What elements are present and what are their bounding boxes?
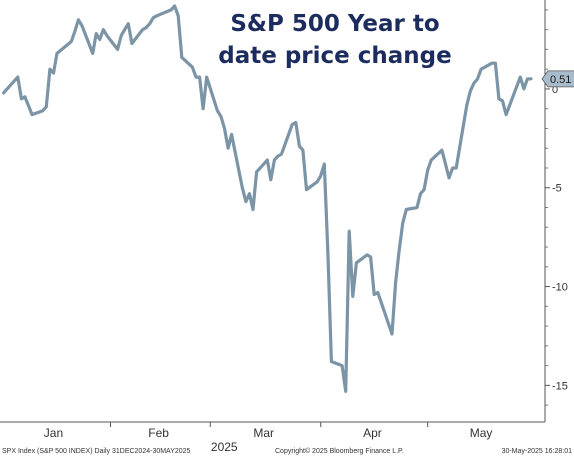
footer-timestamp: 30-May-2025 16:28:01 <box>501 448 572 455</box>
x-tick-label: Mar <box>253 426 274 440</box>
y-tick-label: -5 <box>552 183 562 195</box>
series-line <box>1 4 533 393</box>
x-tick-label: Jan <box>44 426 63 440</box>
last-value-badge <box>541 70 574 88</box>
y-tick-label: -15 <box>552 380 568 392</box>
x-tick-label: Feb <box>148 426 169 440</box>
footer-copyright: Copyright© 2025 Bloomberg Finance L.P. <box>275 448 404 455</box>
x-tick-label: May <box>470 426 493 440</box>
y-tick-label: 0 <box>552 84 558 96</box>
footer-source: SPX Index (S&P 500 INDEX) Daily 31DEC202… <box>2 448 191 455</box>
last-value-label: 0.51 <box>550 74 571 86</box>
chart-title: S&P 500 Year to date price change <box>218 11 452 69</box>
y-tick-label: -10 <box>552 282 568 294</box>
x-year-label: 2025 <box>211 440 238 454</box>
x-tick-label: Apr <box>363 426 382 440</box>
